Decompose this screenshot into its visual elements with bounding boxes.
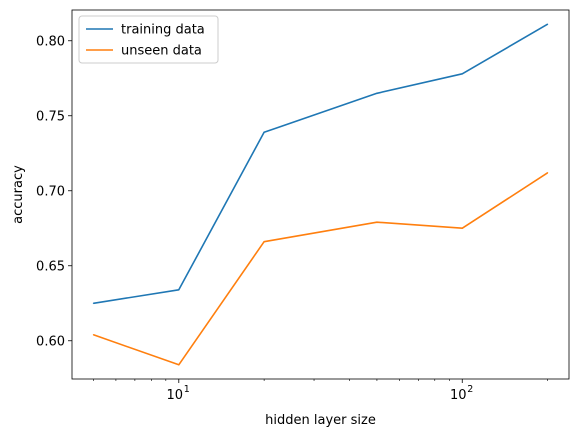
x-axis: 10 1 10 2 [93, 379, 548, 403]
data-point [92, 302, 95, 304]
x-axis-label: hidden layer size [265, 413, 376, 428]
y-axis-label: accuracy [11, 165, 26, 224]
y-tick-label: 0.70 [36, 184, 65, 199]
y-tick-label: 0.65 [36, 259, 65, 274]
data-point [178, 364, 180, 366]
legend-label: training data [121, 23, 205, 38]
y-tick-label: 0.75 [36, 109, 65, 124]
series-layer [92, 23, 549, 366]
series-line-1 [93, 23, 549, 305]
x-tick-label: 10 [450, 388, 467, 403]
y-tick-label: 0.60 [36, 334, 65, 349]
legend: training data unseen data [78, 15, 219, 64]
series-line-2 [93, 172, 549, 366]
data-point [263, 241, 265, 243]
data-point [461, 227, 463, 229]
data-point [92, 334, 95, 336]
data-point [546, 23, 549, 25]
y-axis: 0.60 0.65 0.70 0.75 0.80 [36, 34, 72, 349]
data-point [178, 289, 180, 291]
x-tick-exponent: 2 [467, 384, 473, 395]
x-tick-exponent: 1 [184, 384, 190, 395]
x-tick-label: 10 [167, 388, 184, 403]
legend-box [78, 15, 219, 64]
data-point [376, 92, 378, 94]
data-point [546, 172, 549, 174]
data-point [376, 221, 378, 223]
data-point [263, 131, 265, 133]
y-tick-label: 0.80 [36, 34, 65, 49]
legend-label: unseen data [121, 44, 202, 59]
data-point [461, 73, 463, 75]
plot-frame [71, 9, 570, 380]
